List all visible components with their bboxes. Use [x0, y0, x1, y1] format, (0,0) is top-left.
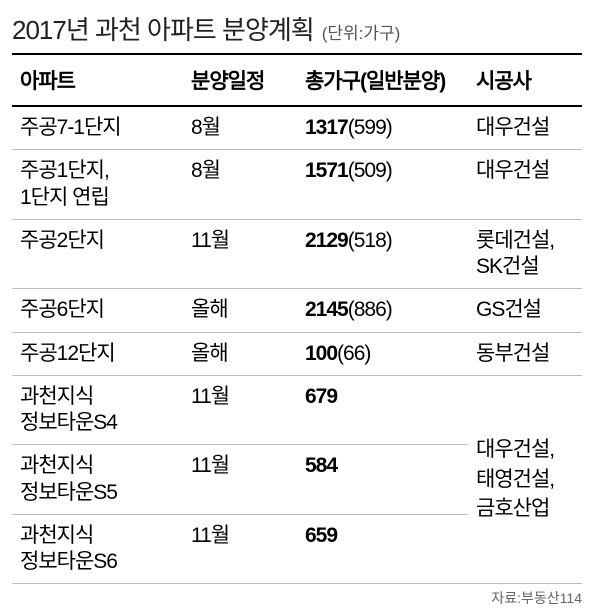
col-header-schedule: 분양일정	[183, 54, 297, 106]
title-row: 2017년 과천 아파트 분양계획 (단위:가구)	[12, 10, 582, 47]
page-title: 2017년 과천 아파트 분양계획	[12, 10, 314, 47]
col-header-total: 총가구(일반분양)	[297, 54, 468, 106]
col-header-builder: 시공사	[468, 54, 582, 106]
cell-builder-merged: 대우건설, 태영건설, 금호산업	[468, 375, 582, 584]
table-row: 주공12단지올해100(66)동부건설	[12, 332, 582, 375]
total-households: 679	[305, 385, 337, 408]
cell-apt: 주공6단지	[12, 289, 183, 332]
total-households: 659	[305, 524, 337, 547]
total-households: 2145	[305, 298, 348, 321]
table-row: 주공1단지, 1단지 연립8월1571(509)대우건설	[12, 150, 582, 220]
cell-schedule: 11월	[183, 445, 297, 515]
source-label: 자료:부동산114	[12, 588, 582, 608]
cell-schedule: 11월	[183, 375, 297, 445]
general-sale-count: (66)	[337, 342, 370, 365]
total-households: 1571	[305, 159, 348, 182]
cell-builder: 동부건설	[468, 332, 582, 375]
cell-total: 1571(509)	[297, 150, 468, 220]
cell-total: 659	[297, 514, 468, 584]
total-households: 100	[305, 342, 337, 365]
general-sale-count: (509)	[348, 159, 392, 182]
cell-apt: 과천지식 정보타운S5	[12, 445, 183, 515]
table-row: 과천지식 정보타운S411월679대우건설, 태영건설, 금호산업	[12, 375, 582, 445]
cell-schedule: 8월	[183, 150, 297, 220]
total-households: 584	[305, 454, 337, 477]
cell-apt: 과천지식 정보타운S6	[12, 514, 183, 584]
cell-schedule: 올해	[183, 289, 297, 332]
cell-builder: 대우건설	[468, 150, 582, 220]
cell-builder: 대우건설	[468, 106, 582, 150]
cell-total: 2129(518)	[297, 219, 468, 289]
total-households: 2129	[305, 229, 348, 252]
table-row: 주공2단지11월2129(518)롯데건설, SK건설	[12, 219, 582, 289]
unit-label: (단위:가구)	[322, 19, 401, 44]
plan-table: 아파트 분양일정 총가구(일반분양) 시공사 주공7-1단지8월1317(599…	[12, 53, 582, 584]
table-row: 주공7-1단지8월1317(599)대우건설	[12, 106, 582, 150]
cell-apt: 주공1단지, 1단지 연립	[12, 150, 183, 220]
table-row: 주공6단지올해2145(886)GS건설	[12, 289, 582, 332]
cell-total: 100(66)	[297, 332, 468, 375]
cell-schedule: 11월	[183, 514, 297, 584]
cell-total: 679	[297, 375, 468, 445]
cell-total: 1317(599)	[297, 106, 468, 150]
table-header-row: 아파트 분양일정 총가구(일반분양) 시공사	[12, 54, 582, 106]
cell-builder: 롯데건설, SK건설	[468, 219, 582, 289]
cell-apt: 과천지식 정보타운S4	[12, 375, 183, 445]
cell-schedule: 8월	[183, 106, 297, 150]
total-households: 1317	[305, 116, 348, 139]
cell-apt: 주공7-1단지	[12, 106, 183, 150]
col-header-apt: 아파트	[12, 54, 183, 106]
cell-schedule: 올해	[183, 332, 297, 375]
cell-total: 2145(886)	[297, 289, 468, 332]
cell-schedule: 11월	[183, 219, 297, 289]
general-sale-count: (518)	[348, 229, 392, 252]
cell-apt: 주공12단지	[12, 332, 183, 375]
cell-apt: 주공2단지	[12, 219, 183, 289]
general-sale-count: (599)	[348, 116, 392, 139]
cell-total: 584	[297, 445, 468, 515]
cell-builder: GS건설	[468, 289, 582, 332]
general-sale-count: (886)	[348, 298, 392, 321]
